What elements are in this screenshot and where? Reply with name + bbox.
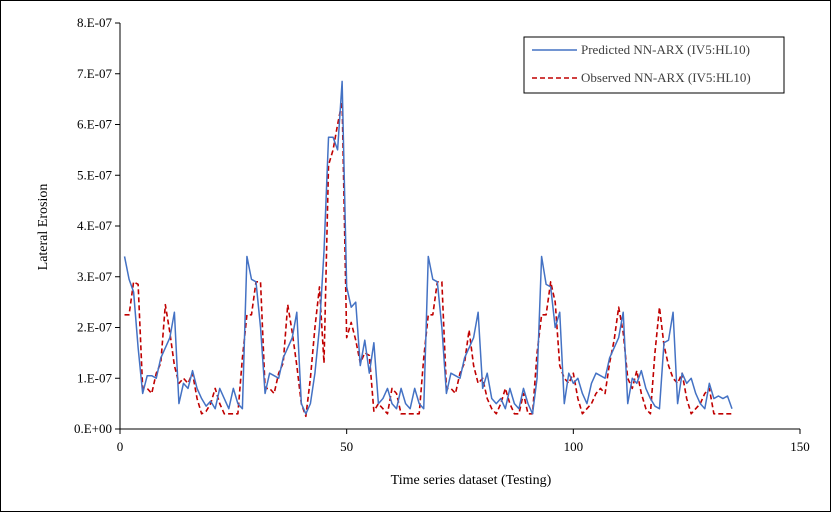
x-tick-label: 50 (340, 439, 353, 454)
series-layer (123, 80, 733, 418)
x-tick-label: 0 (117, 439, 124, 454)
y-tick-label: 2.E-07 (77, 320, 113, 335)
legend: Predicted NN-ARX (IV5:HL10) Observed NN-… (523, 36, 785, 94)
y-axis: 0.E+00 1.E-07 2.E-07 3.E-07 4.E-07 5.E-07 6.E-… (74, 15, 121, 436)
y-tick-label: 1.E-07 (77, 370, 113, 385)
legend-box (523, 36, 785, 94)
legend-label-predicted: Predicted NN-ARX (IV5:HL10) (581, 42, 750, 57)
x-axis: 0 50 100 150 (117, 428, 810, 454)
y-axis-title: Lateral Erosion (36, 184, 51, 271)
x-tick-label: 100 (564, 439, 584, 454)
y-tick-label: 5.E-07 (77, 167, 113, 182)
legend-label-observed: Observed NN-ARX (IV5:HL10) (581, 70, 751, 85)
y-tick-label: 8.E-07 (77, 15, 113, 30)
y-tick-label: 3.E-07 (77, 269, 113, 284)
y-tick-label: 0.E+00 (74, 421, 112, 436)
y-tick-label: 4.E-07 (77, 218, 113, 233)
x-tick-label: 150 (790, 439, 810, 454)
x-axis-title: Time series dataset (Testing) (391, 473, 552, 488)
y-tick-label: 7.E-07 (77, 66, 113, 81)
y-tick-label: 6.E-07 (77, 117, 113, 132)
series-line-predicted (123, 80, 733, 415)
